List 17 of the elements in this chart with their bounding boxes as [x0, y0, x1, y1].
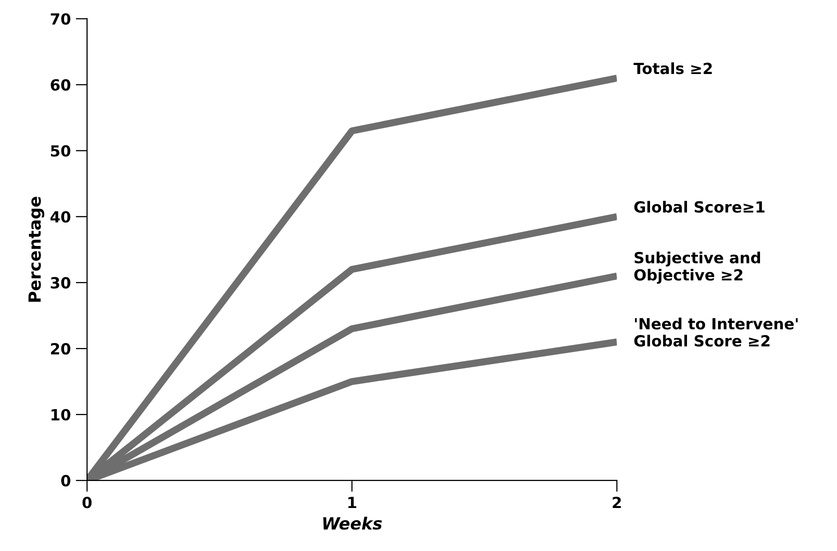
series-label: 'Need to Intervene' Global Score ≥2 [634, 318, 798, 347]
y-tick-label: 30 [50, 277, 70, 289]
series-label: Global Score≥1 [634, 200, 764, 213]
y-tick-label: 70 [50, 13, 70, 25]
series-label: Totals ≥2 [634, 62, 712, 74]
series-label: Subjective and Objective ≥2 [634, 252, 760, 284]
x-tick-label: 2 [612, 496, 621, 508]
x-tick-label: 1 [348, 496, 356, 508]
x-tick-label: 0 [82, 496, 92, 508]
y-tick-label: 40 [50, 211, 70, 223]
y-tick-label: 50 [50, 145, 70, 157]
x-axis-title: Weeks [323, 516, 382, 530]
y-tick-label: 20 [51, 343, 70, 355]
y-tick-label: 0 [61, 474, 70, 486]
y-axis-title: Percentage [28, 196, 44, 302]
y-tick-label: 60 [50, 79, 70, 91]
y-tick-label: 10 [52, 408, 70, 421]
